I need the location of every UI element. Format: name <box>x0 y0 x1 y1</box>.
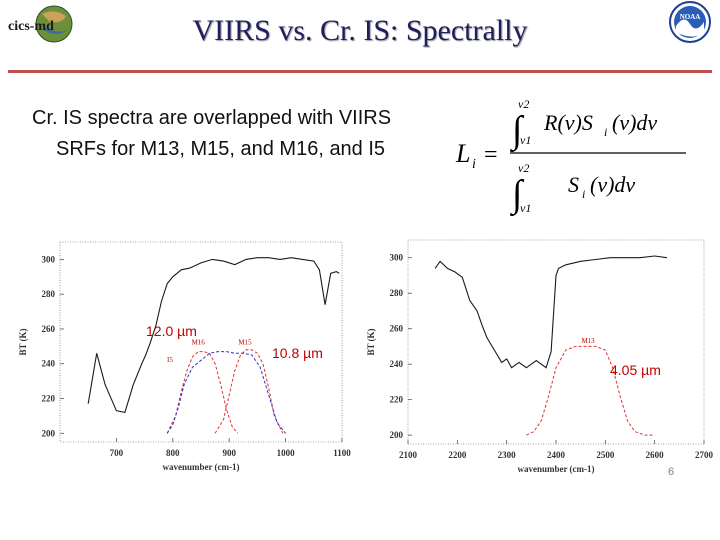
lower-limit-bottom: ν1 <box>520 201 531 215</box>
numerator-sub: i <box>604 125 607 139</box>
denominator-tail: (ν)dν <box>590 172 635 197</box>
x-tick-label: 700 <box>110 448 124 458</box>
annotation-10-8um: 10.8 µm <box>272 345 323 361</box>
cics-md-logo: cics-md <box>8 5 73 43</box>
band-label-m16: M16 <box>192 339 206 347</box>
y-tick-label: 260 <box>390 324 404 334</box>
plot-frame <box>59 241 343 443</box>
y-axis-label: BT (K) <box>366 328 376 355</box>
y-tick-label: 240 <box>42 359 56 369</box>
formula-lhs: L <box>455 139 470 168</box>
x-tick-label: 2100 <box>399 450 418 460</box>
denominator-sub: i <box>582 187 585 201</box>
x-tick-label: 2300 <box>498 450 517 460</box>
y-axis-label: BT (K) <box>18 328 28 355</box>
page-number: 6 <box>668 466 675 478</box>
y-tick-label: 200 <box>42 428 56 438</box>
series-cris-spectrum <box>434 255 668 369</box>
logo-text: cics-md <box>8 19 54 34</box>
x-tick-label: 2200 <box>448 450 467 460</box>
x-axis-label: wavenumber (cm-1) <box>162 462 239 472</box>
x-axis-label: wavenumber (cm-1) <box>517 464 594 474</box>
radiance-formula: L i = ∫ ν2 ν1 R(ν)S i (ν)dν ∫ ν2 ν1 S i … <box>455 97 686 217</box>
y-tick-label: 300 <box>390 253 404 263</box>
lower-limit-top: ν1 <box>520 133 531 147</box>
x-tick-label: 2600 <box>646 450 665 460</box>
y-tick-label: 280 <box>390 288 404 298</box>
formula-lhs-sub: i <box>472 157 476 172</box>
annotation-12um: 12.0 µm <box>146 323 197 339</box>
chart-mwir: 200 220 240 260 280 300 2100 2200 2300 2400 2500 26… <box>366 239 714 474</box>
formula-equals: = <box>484 142 498 168</box>
series-m16-srf <box>166 351 239 434</box>
y-tick-label: 200 <box>390 430 404 440</box>
noaa-text: NOAA <box>680 13 701 21</box>
numerator-main: R(ν)S <box>543 110 593 135</box>
x-tick-label: 800 <box>166 448 180 458</box>
numerator-tail: (ν)dν <box>612 110 657 135</box>
y-tick-label: 300 <box>42 254 56 264</box>
chart-lwir: 200 220 240 260 280 300 700 800 900 1000 1100 waven… <box>18 241 351 472</box>
upper-limit-top: ν2 <box>518 97 529 111</box>
x-tick-label: 1100 <box>333 448 351 458</box>
band-label-m13: M13 <box>581 337 595 345</box>
y-tick-label: 220 <box>390 395 404 405</box>
series-i5-srf <box>166 351 286 434</box>
x-tick-label: 2500 <box>596 450 615 460</box>
y-tick-label: 280 <box>42 289 56 299</box>
series-m13-srf <box>526 345 655 436</box>
x-tick-label: 1000 <box>277 448 296 458</box>
x-tick-label: 900 <box>222 448 236 458</box>
noaa-logo: NOAA <box>669 1 711 43</box>
y-tick-label: 240 <box>390 359 404 369</box>
denominator-main: S <box>568 172 579 197</box>
y-tick-label: 260 <box>42 324 56 334</box>
slide-title: VIIRS vs. Cr. IS: Spectrally <box>192 14 528 47</box>
title-divider <box>8 70 712 73</box>
integral-sign-bottom: ∫ <box>510 173 525 217</box>
band-label-m15: M15 <box>238 339 252 347</box>
series-cris-spectrum <box>87 257 340 414</box>
series-m15-srf <box>214 349 284 434</box>
integral-sign-top: ∫ <box>510 109 525 153</box>
upper-limit-bottom: ν2 <box>518 161 529 175</box>
x-tick-label: 2700 <box>695 450 714 460</box>
y-tick-label: 220 <box>42 394 56 404</box>
annotation-4-05um: 4.05 µm <box>610 362 661 378</box>
bullet-text: Cr. IS spectra are overlapped with VIIRS… <box>32 107 392 160</box>
x-tick-label: 2400 <box>547 450 566 460</box>
band-label-i5: I5 <box>167 356 173 364</box>
